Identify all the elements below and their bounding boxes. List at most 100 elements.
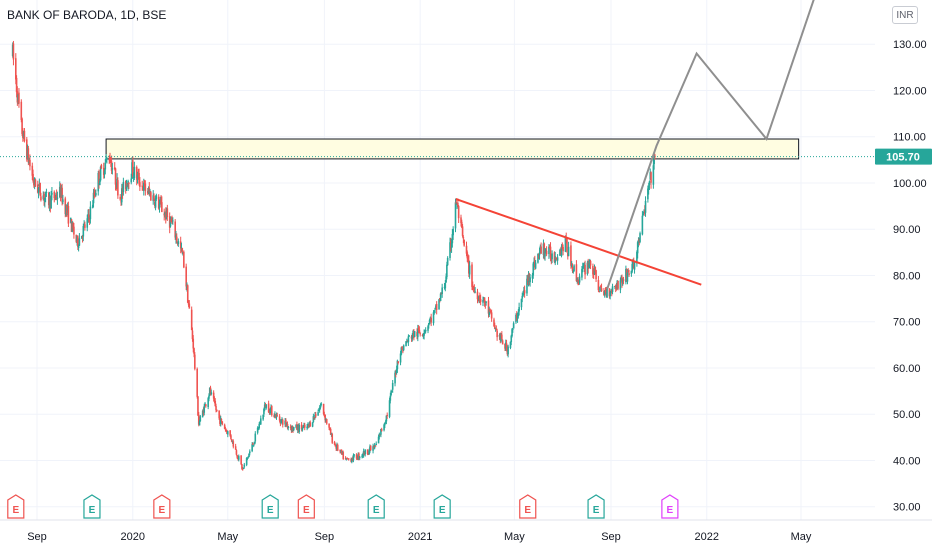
drawings[interactable]: [455, 0, 815, 290]
candle-body: [43, 193, 45, 201]
candle-body: [130, 178, 133, 183]
candle-body: [170, 218, 173, 223]
candle-body: [573, 265, 575, 272]
candle-body: [210, 392, 213, 395]
candle-body: [117, 180, 119, 196]
resistance-zone-box[interactable]: [105, 138, 800, 160]
candle-body: [474, 291, 476, 293]
symbol-title[interactable]: BANK OF BARODA, 1D, BSE: [7, 8, 167, 22]
earnings-marker-label: E: [89, 505, 96, 516]
candle-body: [507, 346, 509, 355]
candle-body: [589, 261, 592, 266]
candle-body: [248, 451, 251, 454]
earnings-marker[interactable]: E: [7, 494, 25, 519]
candle-body: [192, 338, 195, 349]
candle-body: [490, 310, 492, 313]
earnings-marker[interactable]: E: [661, 494, 679, 519]
currency-badge[interactable]: INR: [892, 6, 918, 24]
candle-body: [380, 429, 383, 431]
candle-body: [490, 312, 493, 319]
candle-body: [449, 242, 451, 258]
candle-body: [472, 287, 475, 290]
earnings-marker[interactable]: E: [519, 494, 537, 519]
candle-body: [254, 433, 257, 442]
candle-body: [104, 162, 107, 170]
earnings-marker[interactable]: E: [297, 494, 315, 519]
candle-body: [413, 331, 416, 337]
earnings-marker[interactable]: E: [367, 494, 385, 519]
candle-body: [289, 426, 292, 429]
candle-body: [312, 416, 315, 423]
candle-body: [230, 439, 233, 442]
candle-body: [232, 441, 235, 447]
candle-body: [281, 419, 284, 425]
candle-body: [477, 300, 480, 302]
resistance-zone[interactable]: [105, 138, 800, 160]
candle-body: [207, 398, 209, 407]
candle-body: [609, 292, 611, 297]
candle-body: [353, 454, 356, 456]
time-tick-label: Sep: [601, 531, 621, 543]
earnings-marker-shape: [7, 494, 25, 519]
earnings-marker-label: E: [303, 505, 310, 516]
earnings-marker-shape: [153, 494, 171, 519]
candle-body: [471, 285, 474, 288]
candle-body: [466, 252, 469, 259]
candle-body: [86, 218, 89, 228]
earnings-marker-label: E: [373, 505, 380, 516]
candle-body: [198, 421, 201, 426]
candle-body: [509, 341, 512, 348]
trendline[interactable]: [455, 198, 702, 286]
candle-body: [324, 414, 326, 421]
candle-body: [516, 316, 519, 319]
earnings-marker[interactable]: E: [83, 494, 101, 519]
earnings-marker[interactable]: E: [433, 494, 451, 519]
candle-body: [487, 300, 490, 314]
candle-body: [384, 421, 387, 423]
candle-body: [12, 43, 15, 60]
candle-body: [439, 293, 442, 302]
candle-body: [407, 336, 410, 343]
candle-body: [529, 277, 531, 283]
candle-body: [81, 236, 84, 238]
time-tick-label: 2022: [695, 531, 719, 543]
candle-body: [340, 449, 343, 454]
candle-body: [367, 453, 370, 455]
candle-body: [465, 245, 468, 254]
candle-body: [131, 160, 134, 176]
earnings-marker[interactable]: E: [261, 494, 279, 519]
time-axis[interactable]: Sep 2020 May Sep 2021 May Sep 2022 May: [27, 531, 812, 543]
candle-body: [15, 77, 18, 93]
candle-body: [287, 426, 290, 428]
candle-body: [578, 276, 581, 283]
candle-body: [21, 118, 23, 134]
projection-path[interactable]: [606, 0, 815, 290]
candle-body: [396, 360, 399, 370]
candle-body: [588, 263, 590, 268]
candle-body: [377, 436, 380, 444]
candle-body: [538, 252, 541, 256]
candle-body: [320, 403, 323, 405]
candle-body: [314, 414, 317, 417]
candle-body: [548, 246, 550, 255]
earnings-marker-shape: [297, 494, 315, 519]
candle-body: [402, 350, 404, 352]
candle-body: [518, 307, 520, 312]
candle-body: [329, 428, 332, 435]
earnings-marker[interactable]: E: [153, 494, 171, 519]
candle-body: [366, 449, 369, 455]
candle-body: [301, 427, 304, 431]
candle-body: [100, 164, 103, 169]
price-axis[interactable]: 130.00 120.00 110.00 100.00 90.00 80.00 70.00 6…: [893, 39, 927, 514]
candle-body: [73, 226, 75, 235]
candle-body: [384, 423, 386, 426]
candle-body: [240, 455, 242, 465]
candle-body: [262, 414, 264, 420]
candle-body: [450, 242, 453, 248]
candle-body: [136, 174, 139, 179]
candle-body: [267, 403, 270, 413]
earnings-marker-shape: [367, 494, 385, 519]
earnings-marker[interactable]: E: [587, 494, 605, 519]
